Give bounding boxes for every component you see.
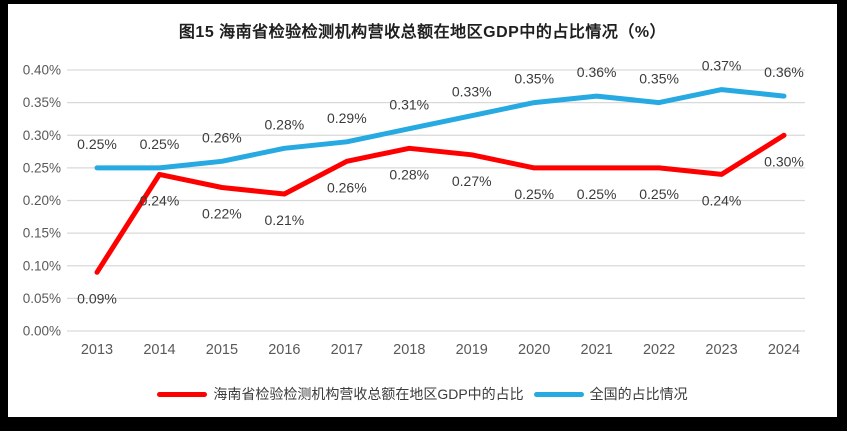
data-point-label: 0.29% (327, 110, 367, 126)
x-axis-tick-label: 2017 (331, 342, 363, 358)
x-axis-tick-label: 2018 (393, 342, 425, 358)
chart-title: 图15 海南省检验检测机构营收总额在地区GDP中的占比情况（%） (178, 24, 667, 41)
x-axis-tick-label: 2024 (768, 342, 800, 358)
data-point-label: 0.25% (639, 186, 679, 202)
legend-swatch-hainan-line (157, 391, 208, 397)
data-point-label: 0.35% (639, 71, 679, 87)
data-point-label: 0.24% (702, 192, 742, 208)
y-axis-tick-label: 0.10% (23, 258, 61, 273)
x-axis-tick-label: 2016 (268, 342, 300, 358)
y-axis-tick-label: 0.15% (23, 226, 61, 241)
legend-swatch-national-line (533, 391, 584, 397)
chart-legend: 海南省检验检测机构营收总额在地区GDP中的占比 全国的占比情况 (8, 384, 837, 404)
y-axis-tick-label: 0.00% (23, 324, 61, 339)
y-axis-tick-label: 0.35% (23, 95, 61, 110)
series-hainan-line (94, 132, 787, 275)
y-axis-tick-label: 0.05% (23, 291, 61, 306)
data-point-label: 0.33% (452, 84, 492, 100)
data-point-label: 0.09% (77, 290, 117, 306)
y-axis-tick-label: 0.25% (23, 160, 61, 175)
legend-item-hainan: 海南省检验检测机构营收总额在地区GDP中的占比 (157, 384, 524, 404)
x-axis-tick-label: 2020 (518, 342, 550, 358)
x-axis-tick-label: 2021 (581, 342, 613, 358)
data-point-label: 0.30% (764, 153, 804, 169)
data-point-label: 0.26% (202, 129, 242, 145)
legend-label-hainan: 海南省检验检测机构营收总额在地区GDP中的占比 (213, 386, 524, 402)
x-axis-tick-label: 2023 (705, 342, 737, 358)
data-point-label: 0.36% (577, 64, 617, 80)
x-axis-tick-label: 2015 (206, 342, 238, 358)
data-point-label: 0.37% (702, 58, 742, 74)
chart-canvas: 图15 海南省检验检测机构营收总额在地区GDP中的占比情况（%） 0.00% 0.… (8, 4, 837, 417)
data-point-label: 0.25% (77, 136, 117, 152)
data-point-label: 0.35% (514, 71, 554, 87)
legend-label-national: 全国的占比情况 (589, 386, 688, 402)
x-axis-tick-label: 2013 (81, 342, 113, 358)
data-point-label: 0.31% (389, 97, 429, 113)
series-national-line (94, 87, 787, 171)
data-point-label: 0.21% (265, 212, 305, 228)
data-point-label: 0.25% (577, 186, 617, 202)
data-point-label: 0.24% (140, 192, 180, 208)
x-axis-tick-label: 2014 (143, 342, 175, 358)
data-point-label: 0.25% (514, 186, 554, 202)
data-point-label: 0.25% (140, 136, 180, 152)
data-point-label: 0.36% (764, 64, 804, 80)
data-point-label: 0.28% (389, 166, 429, 182)
x-axis-tick-label: 2022 (643, 342, 675, 358)
legend-item-national: 全国的占比情况 (533, 384, 688, 404)
y-axis-tick-label: 0.30% (23, 128, 61, 143)
y-axis-tick-label: 0.40% (23, 63, 61, 78)
data-point-label: 0.28% (265, 116, 305, 132)
x-axis-tick-label: 2019 (456, 342, 488, 358)
data-point-label: 0.26% (327, 179, 367, 195)
data-point-label: 0.22% (202, 205, 242, 221)
line-chart: 0.00% 0.05% 0.10% 0.15% 0.20% 0.25% 0.30% 0.35%… (23, 58, 805, 358)
data-point-label: 0.27% (452, 173, 492, 189)
y-axis-tick-label: 0.20% (23, 193, 61, 208)
